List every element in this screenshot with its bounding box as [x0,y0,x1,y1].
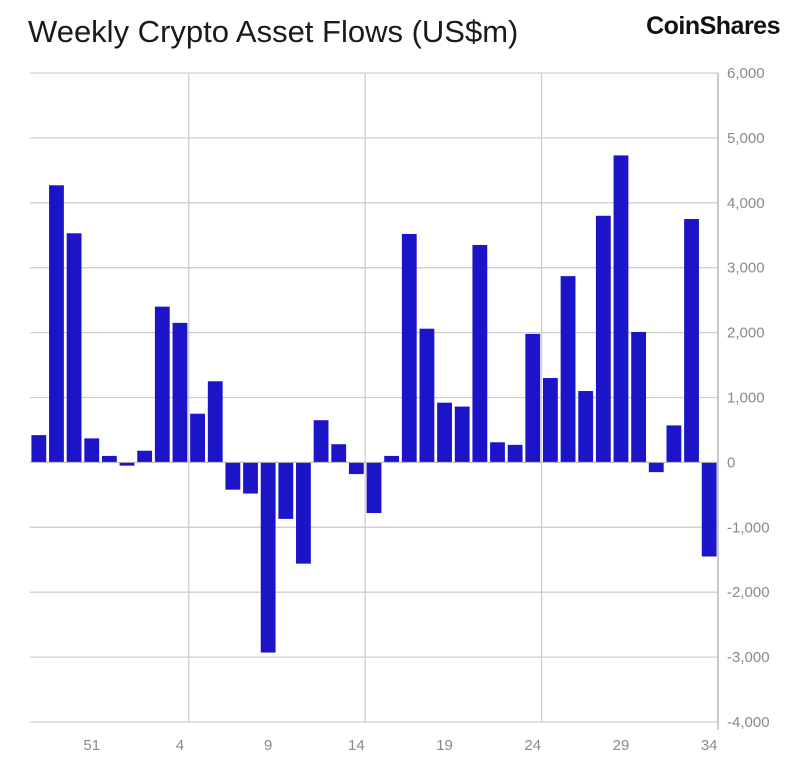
chart-title: Weekly Crypto Asset Flows (US$m) [28,14,519,49]
bar-week-5 [190,413,205,463]
bar-week-6 [207,381,223,463]
bar-week-2 [137,450,153,463]
bar-week-15 [366,462,382,514]
bar-week-32 [666,425,682,463]
bar-week-8 [243,462,258,494]
bar-week-18 [419,328,435,463]
bar-week-48 [31,435,47,463]
bar-week-20 [454,406,470,463]
y-tick-label: 6,000 [727,65,765,82]
bar-week-17 [401,233,417,463]
bar-week-3 [154,306,170,463]
bar-week-33 [684,219,699,463]
y-tick-label: -2,000 [727,584,770,601]
bar-week-12 [313,420,329,463]
bar-week-31 [648,462,664,473]
y-tick-label: -1,000 [727,519,770,536]
y-tick-label: 0 [727,454,735,471]
bar-week-11 [296,462,311,564]
bar-week-28 [595,215,611,463]
bar-week-14 [348,462,364,475]
x-tick-label: 14 [348,737,365,754]
bar-week-19 [437,402,452,463]
bar-week-13 [331,444,347,463]
coinshares-logo: CoinShares [646,12,780,40]
bar-week-26 [560,276,576,463]
y-tick-label: -4,000 [727,714,770,731]
bar-week-24 [525,333,541,463]
bar-week-27 [578,391,594,463]
x-tick-label: 4 [176,737,184,754]
bar-week-4 [172,322,188,463]
x-tick-label: 51 [83,737,100,754]
bar-week-25 [543,378,558,463]
bar-week-10 [278,462,294,519]
x-tick-label: 24 [524,737,541,754]
bar-week-30 [631,331,647,463]
bar-week-21 [472,244,488,463]
bar-week-23 [507,444,523,463]
y-tick-label: 4,000 [727,195,765,212]
bar-week-1 [119,462,135,466]
x-tick-label: 29 [613,737,630,754]
bar-week-22 [490,442,505,463]
y-tick-label: 2,000 [727,325,765,342]
bar-week-52 [101,455,117,463]
bar-week-51 [84,438,100,463]
y-tick-label: 3,000 [727,260,765,277]
bar-week-9 [260,462,276,653]
bar-week-16 [384,455,400,463]
x-tick-label: 34 [701,737,718,754]
bar-week-34 [701,462,717,557]
y-tick-label: 5,000 [727,130,765,147]
y-tick-label: 1,000 [727,390,765,407]
bar-week-49 [49,185,64,463]
y-tick-label: -3,000 [727,649,770,666]
bar-week-50 [66,233,82,463]
x-tick-label: 19 [436,737,453,754]
bar-week-7 [225,462,241,490]
x-tick-label: 9 [264,737,272,754]
bar-week-29 [613,155,629,463]
